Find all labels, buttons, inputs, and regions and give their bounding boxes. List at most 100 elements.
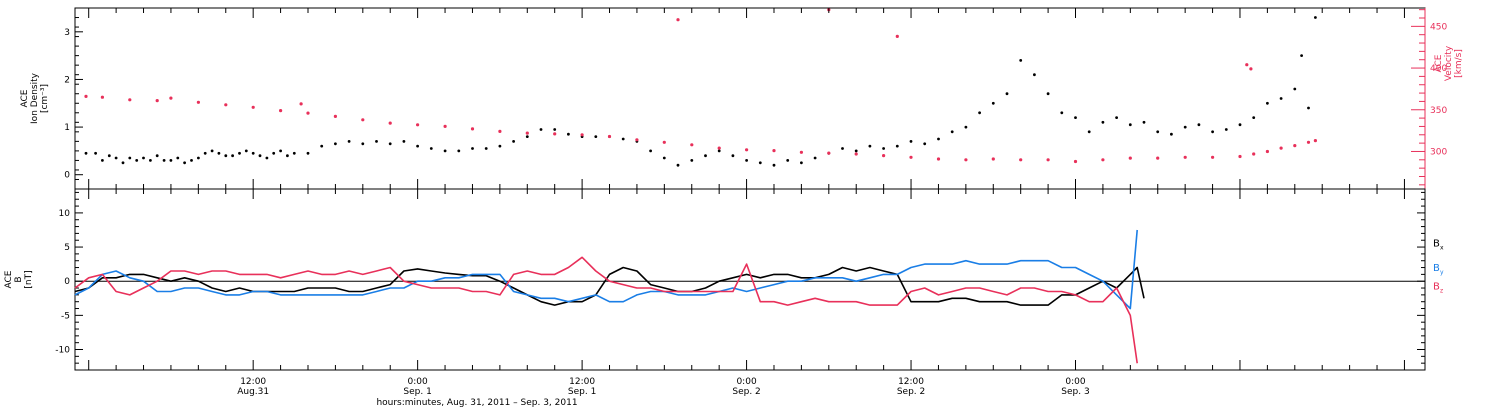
density-point — [745, 159, 748, 162]
density-point — [1197, 123, 1201, 127]
legend-label-main: B — [1433, 238, 1440, 249]
density-point — [1211, 130, 1214, 134]
density-point — [662, 156, 666, 160]
velocity-point — [1101, 158, 1105, 162]
density-point — [731, 154, 735, 158]
density-point — [203, 151, 207, 155]
density-point — [84, 151, 88, 155]
velocity-point — [443, 124, 447, 128]
velocity-point — [196, 100, 200, 104]
density-point — [1087, 130, 1091, 134]
b-tick-label: 0 — [64, 277, 70, 287]
density-point — [217, 151, 221, 155]
density-point — [190, 159, 193, 162]
velocity-point — [1019, 158, 1023, 162]
density-point — [375, 140, 378, 143]
density-point — [1293, 87, 1297, 91]
density-point — [978, 111, 981, 115]
x-tick-time-label: 12:00 — [569, 377, 595, 387]
velocity-point — [772, 149, 776, 153]
velocity-point — [553, 132, 557, 136]
density-point — [1224, 128, 1228, 131]
density-point — [251, 151, 255, 155]
density-point — [128, 156, 132, 160]
density-point — [1142, 120, 1146, 124]
density-point — [279, 149, 282, 153]
velocity-point — [128, 98, 132, 102]
x-tick-date-label: Sep. 1 — [403, 387, 431, 397]
velocity-point — [882, 154, 886, 158]
density-point — [320, 144, 324, 148]
velocity-point — [1128, 156, 1132, 160]
density-point — [1252, 116, 1256, 119]
velocity-point — [361, 118, 365, 122]
density-point — [265, 156, 269, 160]
ion-density-series — [84, 16, 1317, 167]
density-tick-label: 3 — [64, 28, 70, 38]
density-point — [1266, 101, 1269, 105]
b-axis-title-line: ACE — [4, 270, 14, 288]
velocity-point — [827, 151, 831, 155]
density-point — [594, 135, 598, 139]
solar-wind-velocity-series — [84, 94, 1317, 164]
velocity-point — [1245, 63, 1249, 67]
velocity-point — [279, 109, 283, 113]
velocity-point — [169, 96, 173, 100]
velocity-point — [1306, 140, 1311, 144]
x-axis-title: hours:minutes, Aug. 31, 2011 – Sep. 3, 2… — [376, 398, 577, 408]
density-point — [950, 130, 954, 134]
velocity-point — [717, 146, 721, 150]
x-tick-time-label: 12:00 — [240, 377, 266, 387]
x-tick-date-label: Sep. 3 — [1061, 387, 1089, 397]
density-point — [498, 144, 502, 148]
velocity-point — [1313, 139, 1317, 143]
velocity-point — [745, 148, 749, 152]
density-point — [176, 156, 180, 160]
legend-label-sub: x — [1440, 244, 1444, 251]
velocity-tick-label: 350 — [1430, 106, 1447, 116]
density-point — [553, 128, 557, 131]
velocity-point — [1265, 149, 1269, 154]
density-point — [800, 161, 803, 165]
density-point — [1033, 73, 1036, 77]
density-point — [786, 159, 790, 162]
density-point — [882, 147, 885, 150]
velocity-point — [991, 157, 995, 161]
velocity-point — [470, 127, 475, 131]
density-point — [238, 151, 241, 155]
density-point — [402, 140, 406, 143]
velocity-point — [909, 155, 913, 159]
density-point — [142, 156, 145, 160]
velocity-point — [1156, 156, 1160, 160]
density-point — [1019, 59, 1023, 62]
density-point — [1279, 97, 1283, 100]
b-axis-title-line: B — [14, 276, 24, 282]
x-tick-date-label: Aug.31 — [237, 387, 269, 397]
velocity-point — [1046, 158, 1050, 162]
density-point — [854, 149, 858, 153]
velocity-point — [895, 34, 899, 39]
density-point — [155, 154, 159, 158]
density-axis-title-line: ACE — [20, 89, 30, 107]
velocity-point — [299, 102, 303, 106]
density-point — [1115, 116, 1118, 119]
velocity-point — [799, 150, 804, 154]
density-point — [244, 149, 248, 153]
velocity-point — [251, 105, 255, 109]
density-point — [937, 137, 940, 141]
density-point — [1307, 106, 1310, 110]
density-point — [114, 156, 118, 160]
density-point — [539, 128, 543, 131]
velocity-point — [690, 143, 694, 147]
density-point — [1005, 92, 1009, 96]
density-point — [690, 159, 694, 162]
velocity-axis-title-line: Velocity — [1444, 45, 1454, 81]
density-point — [443, 149, 447, 153]
density-point — [286, 154, 289, 158]
density-point — [1128, 123, 1132, 127]
density-point — [197, 156, 200, 160]
